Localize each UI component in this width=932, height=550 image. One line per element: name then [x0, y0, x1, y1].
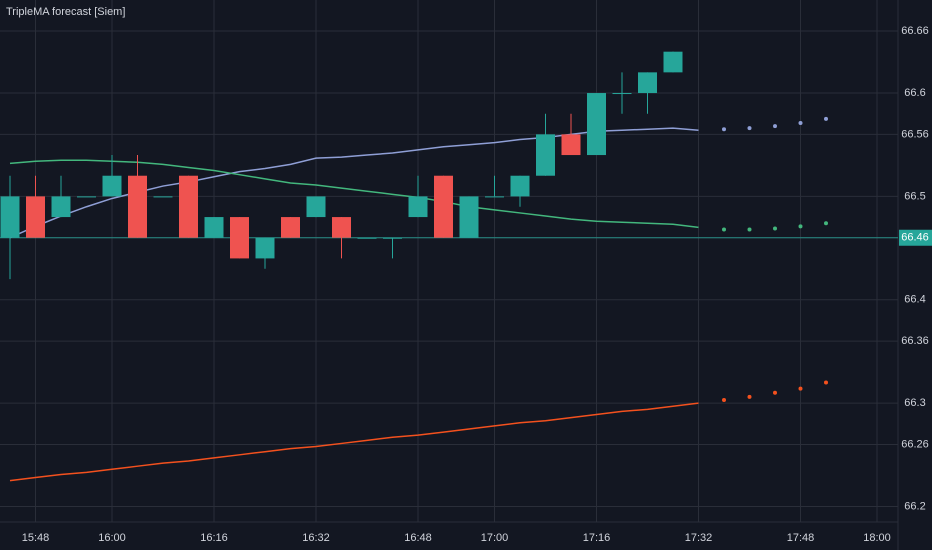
forecast-dot: [773, 226, 777, 231]
forecast-dot: [722, 127, 726, 132]
moving-average-line: [9, 402, 699, 482]
forecast-dot: [747, 394, 752, 399]
candle-body: [357, 237, 377, 239]
forecast-dot: [824, 116, 828, 121]
candle-body: [459, 196, 479, 238]
candle-body: [510, 175, 530, 197]
candle-body: [204, 217, 224, 238]
candle-body: [408, 196, 428, 218]
candle-body: [332, 217, 351, 238]
candle-body: [255, 237, 275, 259]
y-tick-label: 66.4: [904, 294, 925, 306]
forecast-dot: [798, 386, 803, 391]
forecast-dot: [773, 390, 777, 395]
candle-body: [587, 93, 606, 156]
y-tick-label: 66.66: [901, 25, 929, 37]
last-price-label: 66.46: [901, 232, 929, 244]
candle-body: [638, 72, 657, 94]
candle-body: [306, 196, 326, 218]
candle-body: [179, 175, 198, 238]
candle-body: [77, 196, 96, 198]
candle-body: [230, 217, 249, 259]
x-tick-label: 18:00: [863, 532, 891, 544]
candle-body: [51, 196, 71, 218]
x-tick-label: 15:48: [22, 532, 50, 544]
y-tick-label: 66.56: [901, 128, 929, 140]
forecast-dot: [824, 380, 828, 385]
candle-body: [102, 175, 122, 197]
x-tick-label: 16:00: [98, 532, 126, 544]
candle-body: [0, 196, 20, 238]
plot: [0, 51, 898, 482]
moving-average-line: [9, 127, 699, 239]
x-tick-label: 17:16: [583, 532, 611, 544]
candle-body: [536, 134, 555, 176]
grid: [0, 0, 898, 522]
candle-body: [561, 134, 581, 156]
forecast-dot: [722, 398, 726, 403]
forecast-dot: [773, 124, 777, 129]
candle-body: [153, 196, 173, 198]
forecast-dot: [722, 227, 726, 232]
x-tick-label: 16:48: [404, 532, 432, 544]
chart-title: TripleMA forecast [Siem]: [6, 6, 125, 18]
forecast-dot: [747, 126, 752, 131]
x-tick-label: 16:16: [200, 532, 228, 544]
candle-body: [612, 93, 632, 95]
candle-body: [281, 217, 300, 238]
x-tick-label: 16:32: [302, 532, 330, 544]
candle-body: [434, 175, 453, 238]
x-tick-label: 17:48: [787, 532, 815, 544]
y-tick-label: 66.36: [901, 335, 929, 347]
forecast-dot: [798, 224, 803, 229]
y-tick-label: 66.2: [904, 500, 925, 512]
x-tick-label: 17:32: [685, 532, 713, 544]
forecast-dot: [747, 227, 752, 232]
candle-body: [128, 175, 147, 238]
candle-body: [485, 196, 504, 198]
last-price-tag: [899, 229, 932, 246]
moving-average-line: [9, 159, 699, 229]
y-tick-label: 66.6: [904, 87, 925, 99]
forecast-dot: [824, 221, 828, 226]
candle-body: [26, 196, 45, 238]
candle-body: [663, 51, 683, 73]
candle-body: [383, 237, 402, 239]
x-tick-label: 17:00: [481, 532, 509, 544]
y-tick-label: 66.3: [904, 397, 925, 409]
y-tick-label: 66.5: [904, 190, 925, 202]
y-tick-label: 66.26: [901, 438, 929, 450]
forecast-dot: [798, 121, 803, 126]
